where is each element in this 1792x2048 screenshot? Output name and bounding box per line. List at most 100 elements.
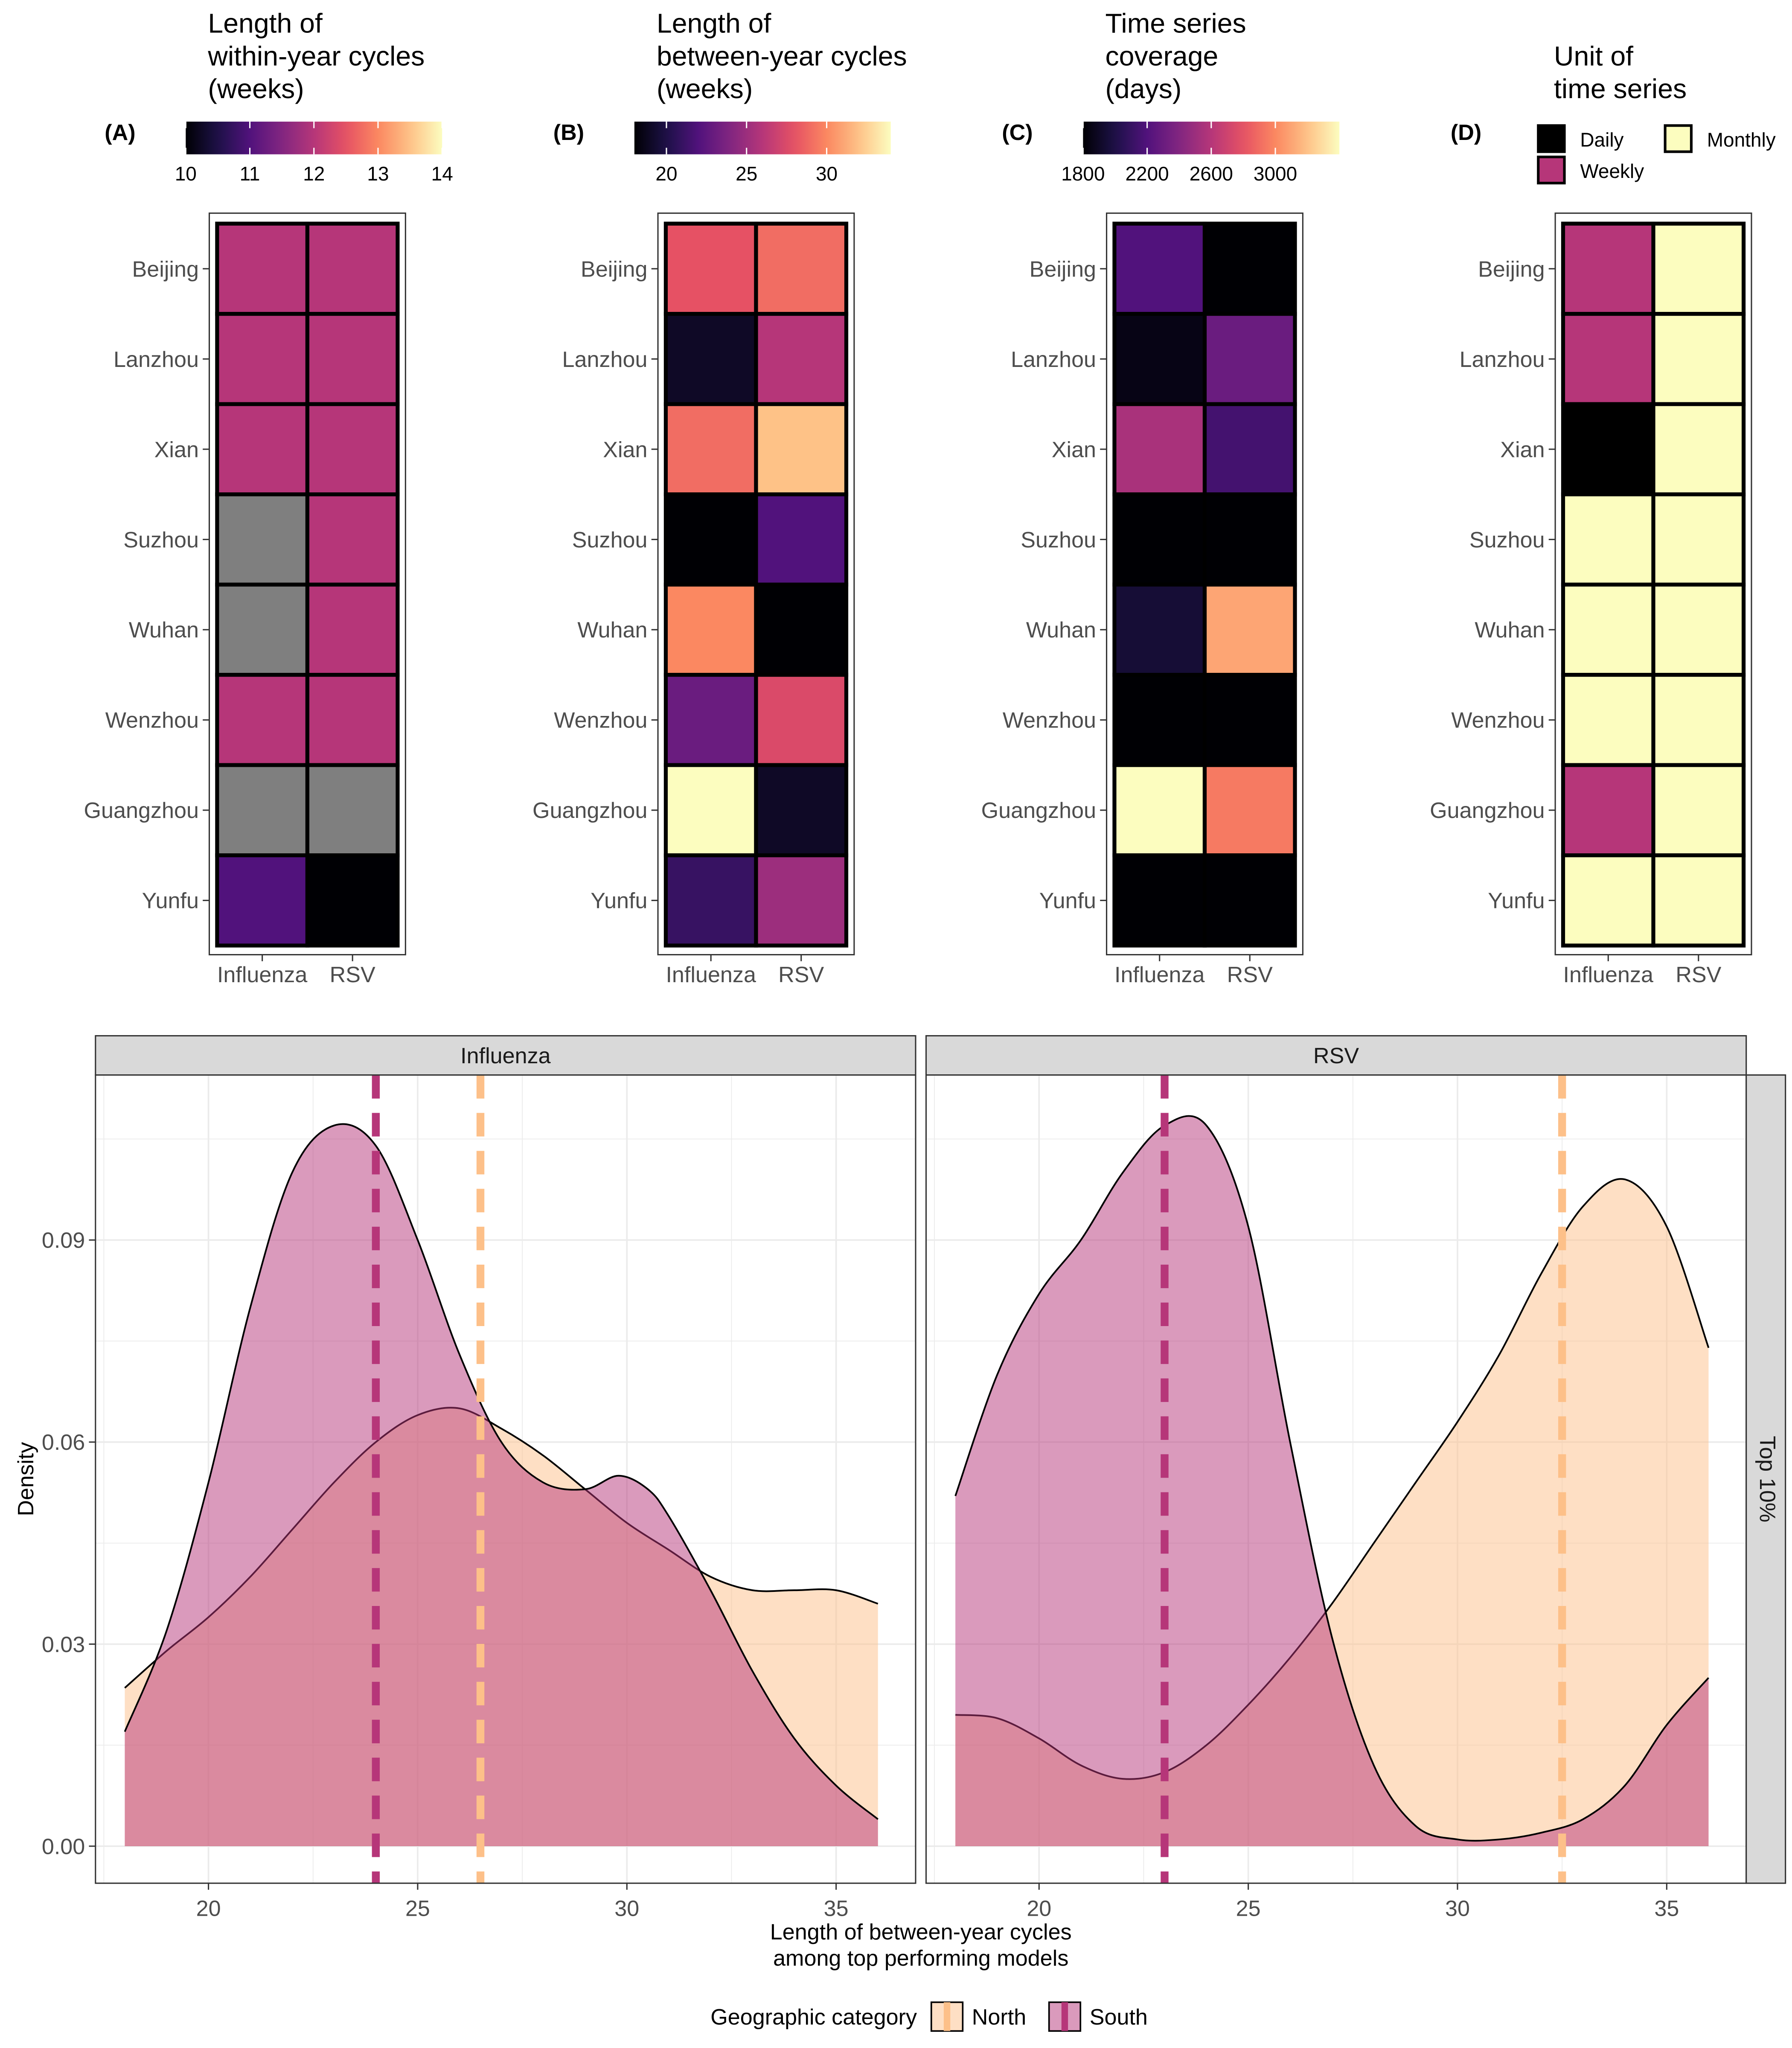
colorbar-tick-label: 1800 (1061, 163, 1105, 185)
colorbar-tick-label: 14 (431, 163, 453, 185)
x-tick-label: 25 (1236, 1896, 1261, 1921)
legend-swatch (1664, 124, 1693, 153)
panel-title-line: Length of (208, 8, 323, 39)
x-tick-label: 35 (1654, 1896, 1679, 1921)
legend-item-label: South (1090, 2005, 1148, 2030)
heatmap-tile (305, 221, 400, 316)
panel-title-line: time series (1554, 73, 1687, 104)
column-label: RSV (1227, 963, 1273, 987)
row-label: Lanzhou (562, 347, 648, 372)
heatmap-tile (1202, 763, 1297, 858)
facet-strip (95, 1035, 916, 1076)
row-strip-box (1745, 1074, 1786, 1884)
heatmap-tile (754, 492, 849, 587)
x-tick-label: 20 (1027, 1896, 1051, 1921)
x-tick-label: 35 (824, 1896, 849, 1921)
heatmap-tile (1561, 221, 1655, 316)
colorbar-tick-label: 30 (816, 163, 838, 185)
heatmap-tile (305, 312, 400, 406)
heatmap-tile (754, 221, 849, 316)
heatmap-tile (1112, 853, 1207, 948)
density-plot: Influenza 20 25 30 35 0.00 0.03 0.06 0.09 RSV 20 25… (14, 1035, 1786, 1971)
heatmap-tile (305, 673, 400, 767)
column-label: Influenza (666, 963, 756, 987)
geographic-legend: Geographic category North South (710, 2001, 1148, 2032)
colorbar-tick-label: 20 (655, 163, 677, 185)
panel-title-line: Time series (1105, 8, 1246, 39)
heatmap-tile (754, 402, 849, 497)
row-label: Suzhou (572, 528, 648, 553)
y-axis-label: Density (14, 1442, 38, 1516)
heatmap-tile (663, 763, 758, 858)
row-label: Guangzhou (1430, 798, 1545, 823)
panel-title-line: Length of (657, 8, 771, 39)
panel-title-line: (days) (1105, 73, 1182, 104)
legend-item-label: North (972, 2005, 1026, 2030)
heatmap-tile (663, 492, 758, 587)
heatmap-tile (1651, 492, 1746, 587)
row-label: Beijing (581, 257, 647, 282)
panel-title-line: between-year cycles (657, 41, 907, 71)
heatmap-tile (215, 763, 310, 858)
y-tick-label: 0.03 (42, 1632, 85, 1657)
x-tick-label: 20 (196, 1896, 221, 1921)
legend-title: Geographic category (710, 2005, 917, 2030)
row-label: Xian (603, 437, 647, 462)
row-label: Yunfu (1039, 889, 1096, 913)
heatmap-tile (754, 853, 849, 948)
row-label: Suzhou (123, 528, 199, 553)
row-label: Guangzhou (532, 798, 647, 823)
density-area-south (125, 1124, 878, 1846)
row-label: Beijing (132, 257, 199, 282)
heatmap-tile (305, 402, 400, 497)
colorbar-tick-label: 13 (367, 163, 389, 185)
row-label: Lanzhou (1460, 347, 1545, 372)
colorbar-tick-label: 11 (240, 163, 260, 185)
facet-panel: RSV 20 25 30 35 (925, 1035, 1747, 1921)
facet-panel: Influenza 20 25 30 35 0.00 0.03 0.06 0.09 (42, 1035, 916, 1921)
density-curve-south (124, 1123, 879, 1820)
row-label: Yunfu (1488, 889, 1545, 913)
density-curve-south (954, 1115, 1709, 1842)
panel-tag: (A) (105, 120, 135, 145)
heatmap-tile (663, 853, 758, 948)
column-label: Influenza (1563, 963, 1654, 987)
legend-label: Daily (1580, 128, 1623, 151)
panel-border (95, 1074, 916, 1884)
heatmap-tile (1202, 492, 1297, 587)
row-label: Guangzhou (981, 798, 1096, 823)
x-tick-label: 30 (614, 1896, 639, 1921)
heatmap-tile (1561, 853, 1655, 948)
heatmap-tile (1202, 221, 1297, 316)
y-tick-label: 0.06 (42, 1430, 85, 1455)
heatmap-tile (1202, 853, 1297, 948)
heatmap-tile (1112, 221, 1207, 316)
heatmap-tile (1202, 582, 1297, 677)
facet-strip (925, 1035, 1747, 1076)
density-area-south (955, 1116, 1709, 1846)
heatmap-tile (215, 492, 310, 587)
heatmap-tile (1561, 763, 1655, 858)
facet-strip-label: RSV (1313, 1044, 1359, 1068)
heatmap-tile (1561, 673, 1655, 767)
colorbar-tick-label: 3000 (1254, 163, 1297, 185)
heatmap-tile (215, 312, 310, 406)
heatmap-tile (754, 312, 849, 406)
x-axis-label: among top performing models (773, 1946, 1068, 1971)
heatmap-tile (1112, 492, 1207, 587)
column-label: Influenza (217, 963, 308, 987)
density-area-north (955, 1179, 1709, 1846)
heatmap-tile (215, 853, 310, 948)
panel-tag: (D) (1451, 120, 1481, 145)
row-label: Xian (154, 437, 199, 462)
heatmap-tile (1651, 763, 1746, 858)
heatmap-tile (663, 312, 758, 406)
legend-swatch (1537, 124, 1566, 153)
panel-title-line: within-year cycles (207, 41, 425, 71)
heatmap-tile (1561, 312, 1655, 406)
column-label: RSV (1676, 963, 1721, 987)
heatmap-tile (1651, 853, 1746, 948)
panel-title-line: (weeks) (657, 73, 753, 104)
